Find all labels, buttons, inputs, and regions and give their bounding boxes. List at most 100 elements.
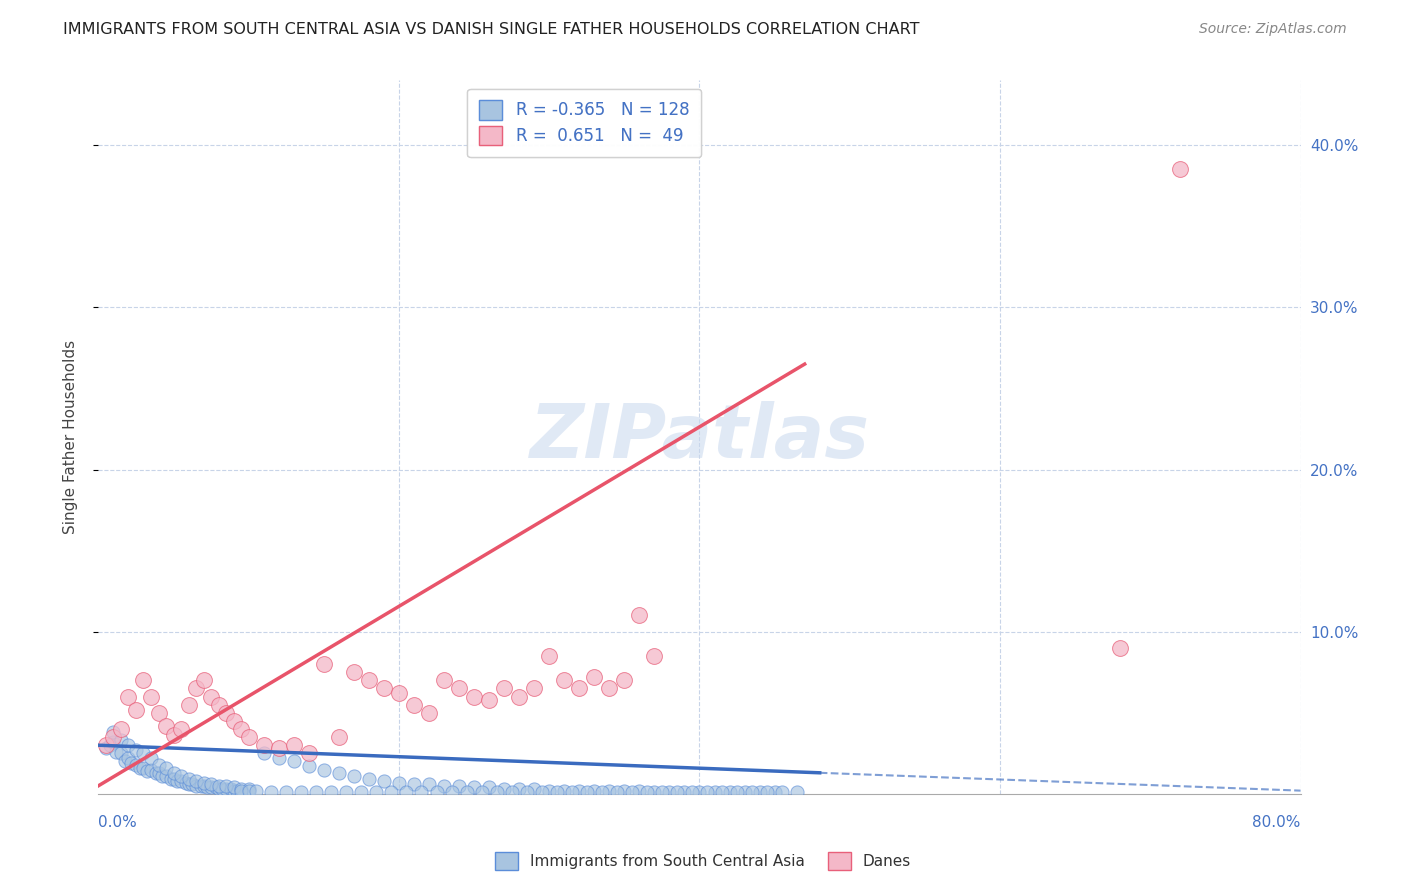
Point <box>516 785 538 799</box>
Point <box>117 738 139 752</box>
Point <box>180 777 202 791</box>
Point <box>643 785 665 799</box>
Point <box>155 761 177 775</box>
Point <box>494 782 516 797</box>
Text: IMMIGRANTS FROM SOUTH CENTRAL ASIA VS DANISH SINGLE FATHER HOUSEHOLDS CORRELATIO: IMMIGRANTS FROM SOUTH CENTRAL ASIA VS DA… <box>63 22 920 37</box>
Point <box>283 755 305 769</box>
Point <box>418 777 440 791</box>
Point <box>129 761 152 775</box>
Point <box>703 785 725 799</box>
Point <box>184 681 207 696</box>
Point <box>170 769 193 783</box>
Point <box>553 783 575 797</box>
Point <box>501 785 523 799</box>
Point <box>148 706 170 720</box>
Point <box>530 785 553 799</box>
Point <box>478 693 501 707</box>
Point <box>177 772 200 787</box>
Point <box>553 673 575 688</box>
Point <box>200 777 222 791</box>
Point <box>598 783 620 797</box>
Point <box>583 783 606 797</box>
Point <box>343 769 366 783</box>
Point <box>321 785 343 799</box>
Point <box>447 779 470 793</box>
Point <box>267 741 290 756</box>
Point <box>388 775 411 789</box>
Point <box>225 783 247 797</box>
Point <box>711 785 734 799</box>
Point <box>166 773 188 788</box>
Point <box>673 785 696 799</box>
Point <box>110 722 132 736</box>
Point <box>583 670 606 684</box>
Point <box>238 730 260 744</box>
Point <box>193 775 215 789</box>
Point <box>132 673 155 688</box>
Point <box>598 681 620 696</box>
Point <box>190 779 212 793</box>
Point <box>162 772 184 787</box>
Point <box>174 775 197 789</box>
Point <box>763 785 786 799</box>
Point <box>335 785 357 799</box>
Point <box>380 785 402 799</box>
Point <box>373 773 395 788</box>
Point <box>103 725 125 739</box>
Point <box>456 785 478 799</box>
Point <box>418 706 440 720</box>
Point <box>298 759 321 773</box>
Legend: Immigrants from South Central Asia, Danes: Immigrants from South Central Asia, Dane… <box>488 845 918 877</box>
Point <box>290 785 312 799</box>
Point <box>208 782 231 797</box>
Point <box>681 785 703 799</box>
Point <box>508 690 530 704</box>
Point <box>105 745 128 759</box>
Point <box>508 782 530 797</box>
Point <box>613 673 636 688</box>
Point <box>231 783 253 797</box>
Point <box>231 782 253 797</box>
Point <box>193 779 215 793</box>
Point <box>494 681 516 696</box>
Point <box>696 785 718 799</box>
Point <box>150 769 173 783</box>
Point <box>425 785 447 799</box>
Point <box>253 738 276 752</box>
Point <box>636 785 658 799</box>
Point <box>103 730 125 744</box>
Point <box>411 785 433 799</box>
Point <box>628 608 651 623</box>
Point <box>538 783 561 797</box>
Point <box>283 738 305 752</box>
Point <box>222 783 245 797</box>
Point <box>94 741 117 756</box>
Point <box>591 785 613 799</box>
Point <box>433 673 456 688</box>
Point <box>253 747 276 761</box>
Point <box>177 698 200 712</box>
Point <box>117 751 139 765</box>
Point <box>658 785 681 799</box>
Point <box>94 738 117 752</box>
Point <box>200 690 222 704</box>
Y-axis label: Single Father Households: Single Father Households <box>63 340 77 534</box>
Point <box>159 772 181 787</box>
Point <box>100 738 122 752</box>
Point <box>231 722 253 736</box>
Point <box>195 780 218 795</box>
Point <box>184 779 207 793</box>
Point <box>208 779 231 793</box>
Point <box>110 733 132 747</box>
Point <box>643 648 665 663</box>
Point <box>139 751 162 765</box>
Point <box>125 757 148 772</box>
Point <box>725 785 748 799</box>
Point <box>305 785 328 799</box>
Point <box>770 785 793 799</box>
Point <box>366 785 388 799</box>
Point <box>208 698 231 712</box>
Point <box>357 772 380 787</box>
Point <box>523 681 546 696</box>
Point <box>575 785 598 799</box>
